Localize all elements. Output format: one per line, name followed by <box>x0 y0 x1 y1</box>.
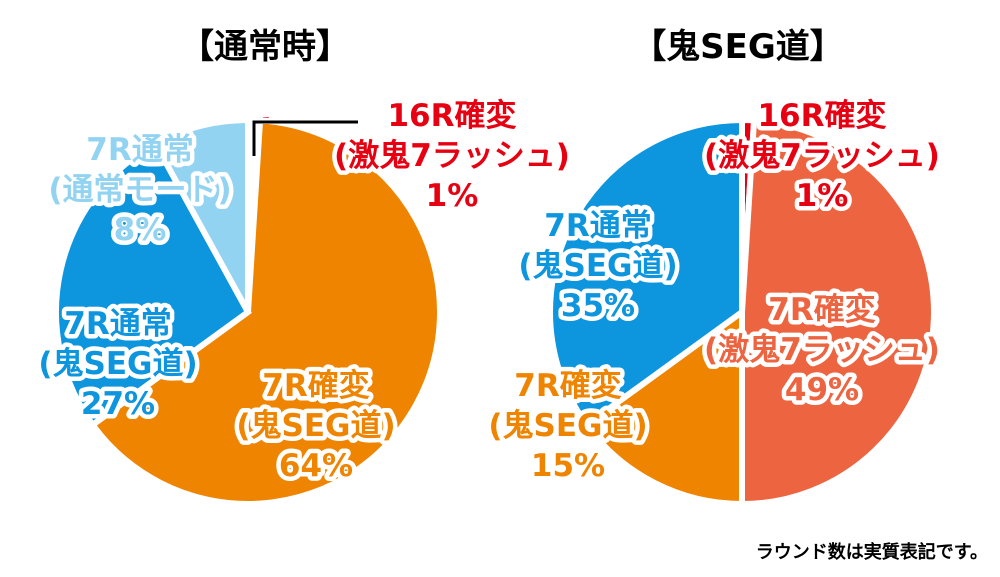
slice-label-0-0: 16R確変 (激鬼7ラッシュ) 1% <box>334 98 570 214</box>
slice-label-line: (鬼SEG道) <box>488 408 647 444</box>
slice-label-line: (鬼SEG道) <box>518 248 677 284</box>
pie-slice-1-2 <box>582 306 745 508</box>
slice-label-line: 7R通常 <box>86 132 193 168</box>
slice-label-1-3: 7R通常 (鬼SEG道) 35% <box>518 208 677 324</box>
slice-label-line: (激鬼7ラッシュ) <box>334 138 570 174</box>
slice-label-line: 16R確変 <box>387 98 516 134</box>
slice-label-0-3: 7R通常 (通常モード) 8% <box>48 132 231 248</box>
slice-label-line: (激鬼7ラッシュ) <box>704 332 940 368</box>
pie-chart-0: 16R確変 (激鬼7ラッシュ) 1% 7R確変 (鬼SEG道) 64% 7R通常 (鬼SEG道… <box>34 94 574 507</box>
slice-label-line: 7R確変 <box>768 292 875 328</box>
footnote: ラウンド数は実質表記です。 <box>756 541 988 563</box>
slice-label-line: 7R確変 <box>262 368 369 404</box>
pie-slice-0-1 <box>88 117 443 507</box>
leader-line-0 <box>252 120 358 156</box>
slice-label-line: 35% <box>561 288 635 324</box>
slice-label-line: 15% <box>531 448 605 484</box>
slice-label-line: 8% <box>114 212 167 248</box>
slice-label-line: 7R通常 <box>544 208 651 244</box>
slice-label-line: 1% <box>796 178 849 214</box>
slice-label-0-1: 7R確変 (鬼SEG道) 64% <box>236 368 395 484</box>
pie-chart-1: 16R確変 (激鬼7ラッシュ) 1% 7R確変 (激鬼7ラッシュ) 49% 7R確変 (鬼SE… <box>484 94 944 508</box>
pie-slice-1-1 <box>739 117 937 508</box>
slice-label-line: 1% <box>426 178 479 214</box>
slice-label-1-0: 16R確変 (激鬼7ラッシュ) 1% <box>704 98 940 214</box>
slice-label-line: 64% <box>279 448 353 484</box>
slice-label-line: 27% <box>81 386 155 422</box>
pie-slice-1-3 <box>547 116 745 430</box>
slice-label-line: 49% <box>785 372 859 408</box>
slice-label-line: 7R通常 <box>64 306 171 342</box>
slice-label-line: (鬼SEG道) <box>236 408 395 444</box>
chart-title-oni-seg: 【鬼SEG道】 <box>632 27 844 67</box>
slice-label-line: (鬼SEG道) <box>38 346 197 382</box>
slice-label-line: 7R確変 <box>514 368 621 404</box>
pie-slice-0-3 <box>151 116 251 314</box>
slice-label-line: (通常モード) <box>48 172 231 208</box>
slice-label-0-2: 7R通常 (鬼SEG道) 27% <box>38 306 197 422</box>
chart-title-normal: 【通常時】 <box>180 27 350 67</box>
slice-label-line: (激鬼7ラッシュ) <box>704 138 940 174</box>
slice-label-1-1: 7R確変 (激鬼7ラッシュ) 49% <box>704 292 940 408</box>
pie-slice-0-2 <box>53 139 252 430</box>
slice-label-line: 16R確変 <box>757 98 886 134</box>
slice-label-1-2: 7R確変 (鬼SEG道) 15% <box>488 368 647 484</box>
